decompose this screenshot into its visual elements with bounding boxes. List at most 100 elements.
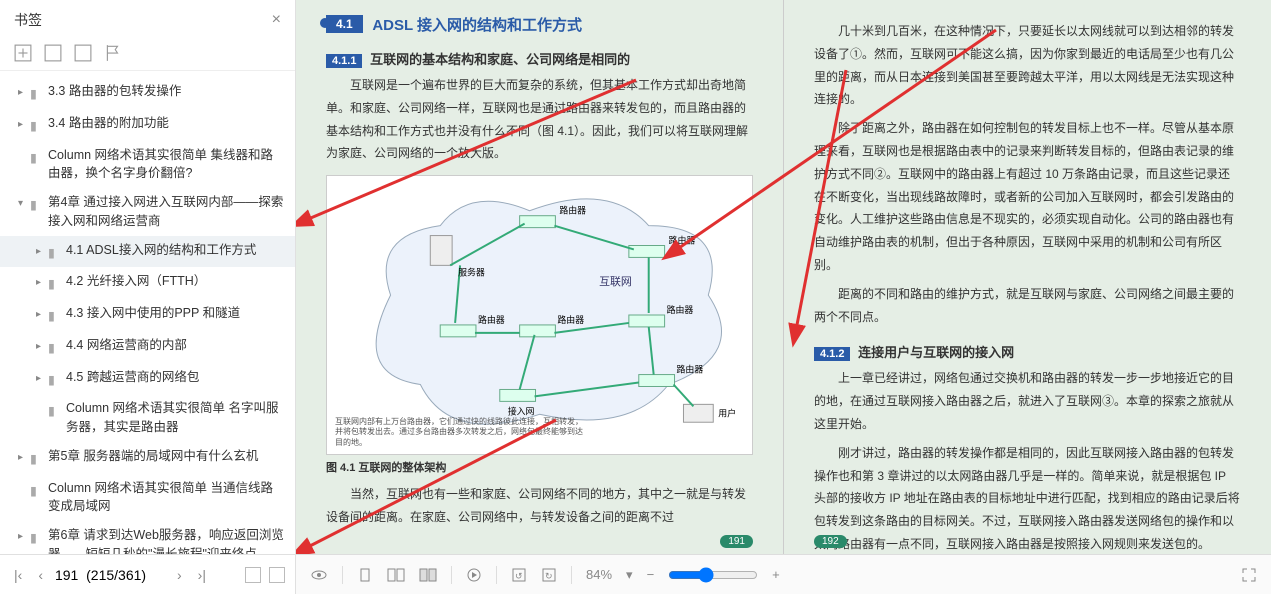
page-input[interactable] <box>55 567 165 583</box>
subsection-title: 连接用户与互联网的接入网 <box>858 342 1014 361</box>
toc-label: Column 网络术语其实很简单 集线器和路由器，换个名字身价翻倍? <box>48 146 285 184</box>
svg-text:路由器: 路由器 <box>669 235 696 246</box>
caret-icon: ▸ <box>36 307 46 322</box>
svg-text:用户: 用户 <box>718 407 736 418</box>
two-page-icon[interactable] <box>387 567 405 583</box>
toc-label: 第5章 服务器端的局域网中有什么玄机 <box>48 447 285 466</box>
view-toolbar: ↺ ↻ 84% ▾ − + <box>296 554 1271 594</box>
bookmark-icon: ▮ <box>48 371 60 390</box>
subsection-tag: 4.1.1 <box>326 54 362 68</box>
bookmark-icon: ▮ <box>30 149 42 168</box>
zoom-dropdown-icon[interactable]: ▾ <box>626 567 633 583</box>
paragraph: 当然，互联网也有一些和家庭、公司网络不同的地方，其中之一就是与转发设备间的距离。… <box>326 483 753 529</box>
zoom-level: 84% <box>586 567 612 582</box>
bookmark-icon: ▮ <box>30 482 42 501</box>
toc-item[interactable]: ▮ Column 网络术语其实很简单 名字叫服务器，其实是路由器 <box>0 394 295 442</box>
svg-text:服务器: 服务器 <box>458 266 485 277</box>
svg-text:↻: ↻ <box>545 571 553 581</box>
pager: |‹ ‹ › ›| <box>0 554 295 594</box>
toc-item[interactable]: ▾▮ 第4章 通过接入网进入互联网内部——探索接入网和网络运营商 <box>0 188 295 236</box>
caret-icon: ▸ <box>18 117 28 132</box>
caret-icon: ▸ <box>18 85 28 100</box>
toc-label: 4.5 跨越运营商的网络包 <box>66 368 285 387</box>
toc-label: Column 网络术语其实很简单 当通信线路变成局域网 <box>48 479 285 517</box>
eye-icon[interactable] <box>310 566 328 584</box>
add-bookmark-icon[interactable] <box>14 44 32 62</box>
section-tag: 4.1 <box>326 15 363 33</box>
zoom-in-icon[interactable]: + <box>772 567 780 582</box>
bookmark-icon: ▮ <box>30 117 42 136</box>
toc-item[interactable]: ▸▮ 4.3 接入网中使用的PPP 和隧道 <box>0 299 295 331</box>
svg-text:路由器: 路由器 <box>557 314 584 325</box>
caret-icon: ▸ <box>36 371 46 386</box>
bookmark-icon: ▮ <box>30 196 42 215</box>
bookmark-icon: ▮ <box>30 450 42 469</box>
toc-item[interactable]: ▸▮ 4.2 光纤接入网（FTTH） <box>0 267 295 299</box>
toc-item[interactable]: ▸▮ 4.4 网络运营商的内部 <box>0 331 295 363</box>
toc-label: 4.2 光纤接入网（FTTH） <box>66 272 285 291</box>
paragraph: 除了距离之外，路由器在如何控制包的转发目标上也不一样。尽管从基本原理来看，互联网… <box>814 117 1241 277</box>
bookmark-icon: ▮ <box>48 244 60 263</box>
expand-icon[interactable] <box>44 44 62 62</box>
toc-label: 3.3 路由器的包转发操作 <box>48 82 285 101</box>
toc-label: Column 网络术语其实很简单 名字叫服务器，其实是路由器 <box>66 399 285 437</box>
caret-icon: ▸ <box>36 339 46 354</box>
page-right: 几十米到几百米，在这种情况下，只要延长以太网线就可以到达相邻的转发设备了①。然而… <box>784 0 1271 554</box>
bookmark-icon: ▮ <box>48 339 60 358</box>
svg-text:↺: ↺ <box>515 571 523 581</box>
caret-icon: ▾ <box>18 196 28 211</box>
caret-icon: ▸ <box>36 275 46 290</box>
toc-item[interactable]: ▸▮第5章 服务器端的局域网中有什么玄机 <box>0 442 295 474</box>
svg-text:路由器: 路由器 <box>478 314 505 325</box>
bookmark-icon: ▮ <box>48 307 60 326</box>
toc-label: 4.3 接入网中使用的PPP 和隧道 <box>66 304 285 323</box>
book-view-icon[interactable] <box>419 567 437 583</box>
last-page-icon[interactable]: ›| <box>194 565 210 585</box>
svg-text:路由器: 路由器 <box>559 205 586 216</box>
toc-item[interactable]: ▸▮ 4.5 跨越运营商的网络包 <box>0 363 295 395</box>
figure-note: 互联网内部有上万台路由器，它们通过快的线路彼此连接，互相转发，并将包转发出去。通… <box>335 417 585 448</box>
fit-page-icon[interactable] <box>245 567 261 583</box>
toc-item[interactable]: ▸▮第6章 请求到达Web服务器，响应返回浏览器——短短几秒的"漫长旅程"迎来终… <box>0 521 295 554</box>
toc-item[interactable]: ▸▮ 4.1 ADSL接入网的结构和工作方式 <box>0 236 295 268</box>
toc-item[interactable]: ▸▮ 3.4 路由器的附加功能 <box>0 109 295 141</box>
fullscreen-icon[interactable] <box>1241 567 1257 583</box>
prev-page-icon[interactable]: ‹ <box>34 565 47 585</box>
toc-item[interactable]: ▮ Column 网络术语其实很简单 集线器和路由器，换个名字身价翻倍? <box>0 141 295 189</box>
bookmark-icon: ▮ <box>48 275 60 294</box>
zoom-out-icon[interactable]: − <box>647 567 655 582</box>
paragraph: 互联网是一个遍布世界的巨大而复杂的系统，但其基本工作方式却出奇地简单。和家庭、公… <box>326 74 753 165</box>
rotate-left-icon[interactable]: ↺ <box>511 567 527 583</box>
paragraph: 距离的不同和路由的维护方式，就是互联网与家庭、公司网络之间最主要的两个不同点。 <box>814 283 1241 329</box>
figure-caption: 图 4.1 互联网的整体架构 <box>326 459 753 475</box>
zoom-slider[interactable] <box>668 567 758 583</box>
toc-item[interactable]: ▮ Column 网络术语其实很简单 当通信线路变成局域网 <box>0 474 295 522</box>
bookmark-icon: ▮ <box>30 529 42 548</box>
toc-label: 4.4 网络运营商的内部 <box>66 336 285 355</box>
subsection-title: 互联网的基本结构和家庭、公司网络是相同的 <box>370 49 630 68</box>
first-page-icon[interactable]: |‹ <box>10 565 26 585</box>
fit-width-icon[interactable] <box>269 567 285 583</box>
rotate-right-icon[interactable]: ↻ <box>541 567 557 583</box>
caret-icon: ▸ <box>18 529 28 544</box>
paragraph: 刚才讲过，路由器的转发操作都是相同的，因此互联网接入路由器的包转发操作也和第 3… <box>814 442 1241 554</box>
toc-label: 第4章 通过接入网进入互联网内部——探索接入网和网络运营商 <box>48 193 285 231</box>
close-icon[interactable]: × <box>272 11 281 29</box>
toc-label: 3.4 路由器的附加功能 <box>48 114 285 133</box>
figure: 服务器 路由器 路由器 互联网 路由器 路由器 路由器 路由器 接入网 用户 互… <box>326 175 753 455</box>
collapse-icon[interactable] <box>74 44 92 62</box>
play-icon[interactable] <box>466 567 482 583</box>
svg-text:接入网: 接入网 <box>508 405 535 416</box>
next-page-icon[interactable]: › <box>173 565 186 585</box>
svg-text:互联网: 互联网 <box>599 275 632 288</box>
toc-label: 4.1 ADSL接入网的结构和工作方式 <box>66 241 285 260</box>
bookmarks-title: 书签 <box>14 10 272 30</box>
page-number: 192 <box>814 535 847 548</box>
flag-icon[interactable] <box>104 44 122 62</box>
bookmark-icon: ▮ <box>48 402 60 421</box>
section-title: ADSL 接入网的结构和工作方式 <box>372 14 582 35</box>
subsection-tag: 4.1.2 <box>814 347 850 361</box>
toc-item[interactable]: ▸▮3.3 路由器的包转发操作 <box>0 77 295 109</box>
single-page-icon[interactable] <box>357 567 373 583</box>
caret-icon: ▸ <box>36 244 46 259</box>
